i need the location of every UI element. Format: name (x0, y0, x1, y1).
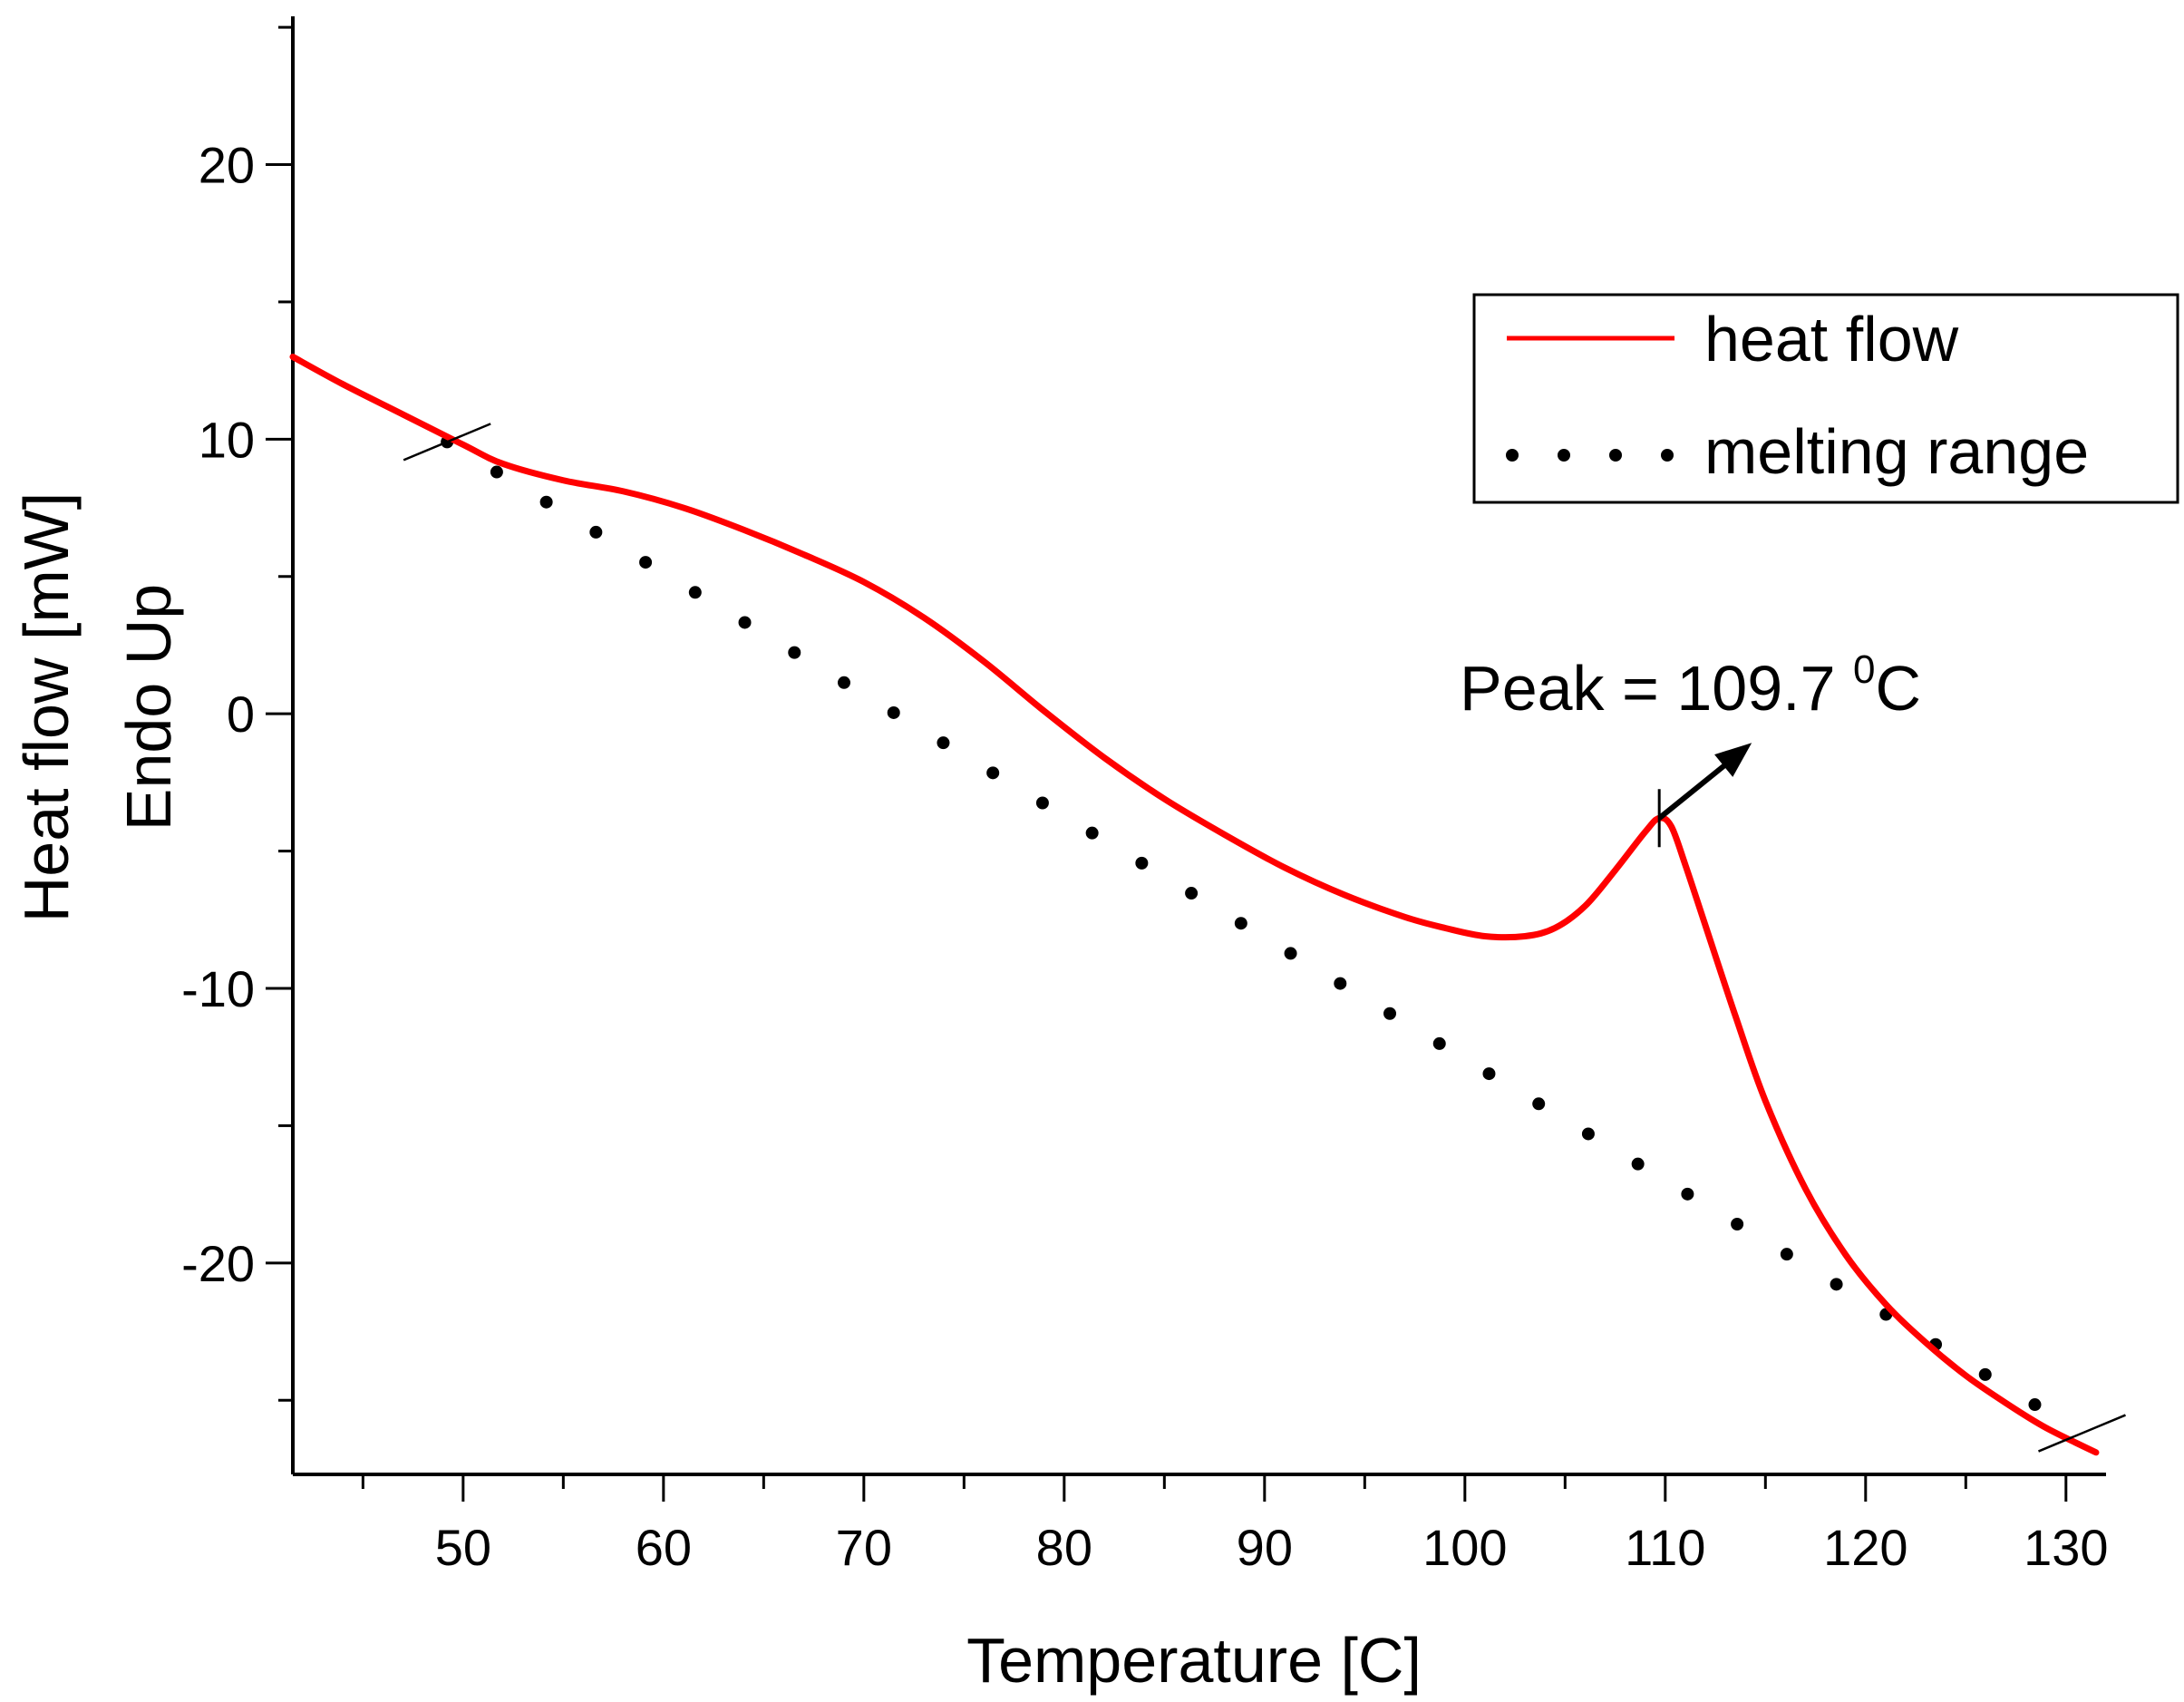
x-tick-label: 100 (1422, 1519, 1507, 1576)
peak-label-degree: 0 (1853, 647, 1875, 692)
x-tick-label: 130 (2024, 1519, 2108, 1576)
y-tick-label: 0 (227, 686, 255, 743)
legend: heat flow melting range (1472, 293, 2179, 504)
annotation-group: Peak = 109.7 0C (403, 423, 2126, 1453)
peak-label-unit: C (1875, 653, 1921, 724)
peak-arrow-head (1714, 743, 1752, 777)
peak-label: Peak = 109.7 0C (1460, 647, 1921, 724)
legend-box (1472, 293, 2179, 504)
x-tick-label: 80 (1036, 1519, 1092, 1576)
y-tick-label: -20 (181, 1235, 255, 1292)
x-axis-title: Temperature [C] (966, 1625, 1422, 1696)
y-tick-label: -10 (181, 960, 255, 1017)
x-tick-label: 110 (1625, 1519, 1705, 1576)
x-tick-label: 90 (1237, 1519, 1293, 1576)
y-axis-title-line1: Heat flow [mW] (11, 492, 82, 923)
x-tick-label: 50 (435, 1519, 491, 1576)
x-tick-label: 60 (636, 1519, 692, 1576)
x-tick-label: 120 (1823, 1519, 1907, 1576)
legend-label-heat-flow: heat flow (1704, 304, 1959, 374)
legend-label-melting-range: melting range (1704, 416, 2089, 487)
y-tick-label: 10 (199, 411, 255, 468)
x-tick-label: 70 (836, 1519, 892, 1576)
series-group (289, 354, 2100, 1456)
series-line-heat-flow (289, 354, 2100, 1456)
y-axis-title-line2: Endo Up (113, 584, 184, 831)
peak-label-value: Peak = 109.7 (1460, 653, 1853, 724)
baseline-start-marker (403, 423, 491, 462)
baseline-end-marker (2037, 1414, 2126, 1453)
y-tick-label: 20 (199, 137, 255, 194)
